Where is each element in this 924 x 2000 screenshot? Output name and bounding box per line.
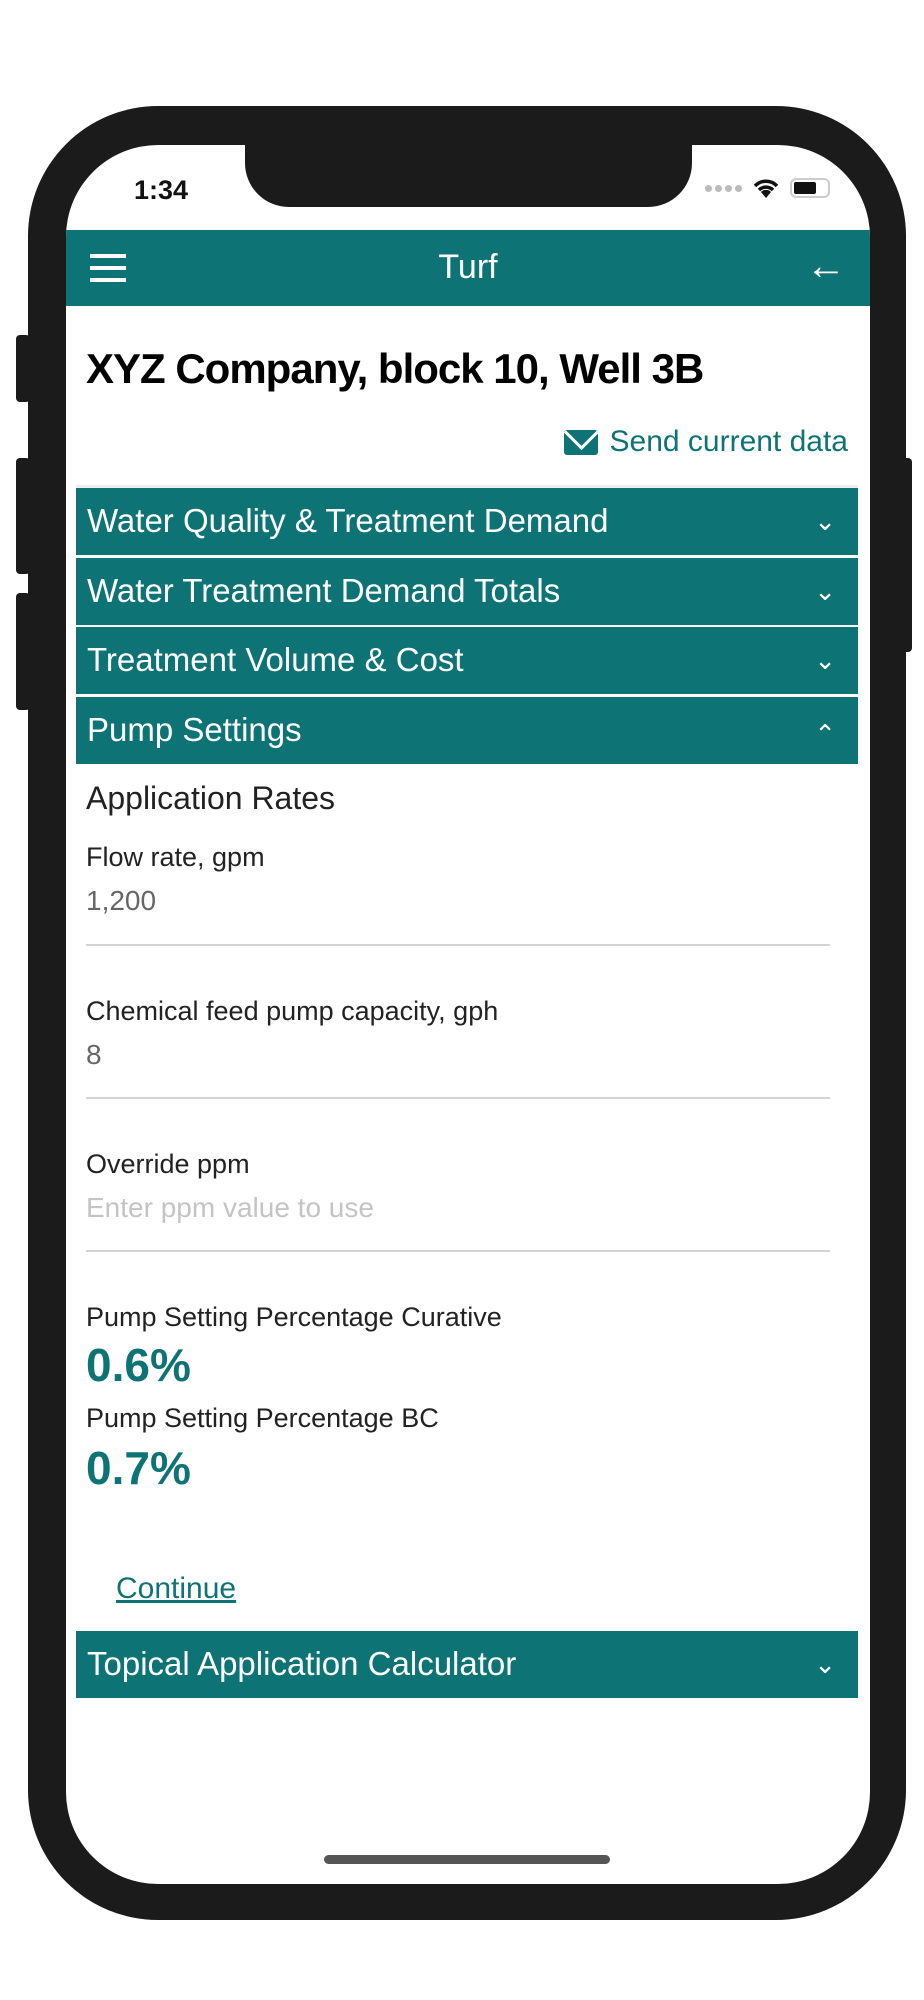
section-volume-cost[interactable]: Treatment Volume & Cost ⌄: [76, 627, 858, 694]
page-title: XYZ Company, block 10, Well 3B: [86, 345, 704, 392]
bc-value: 0.7%: [86, 1442, 191, 1494]
notch: [245, 145, 692, 207]
curative-value: 0.6%: [86, 1339, 191, 1391]
override-ppm-input[interactable]: Enter ppm value to use: [86, 1192, 374, 1223]
input-underline: [86, 1250, 830, 1252]
curative-label: Pump Setting Percentage Curative: [86, 1302, 502, 1332]
chevron-up-icon: ⌃: [814, 719, 836, 749]
input-underline: [86, 1097, 830, 1099]
chevron-down-icon: ⌄: [814, 1649, 836, 1679]
flow-rate-input[interactable]: 1,200: [86, 885, 157, 916]
override-ppm-label: Override ppm: [86, 1149, 250, 1179]
hamburger-icon[interactable]: [90, 254, 126, 290]
chevron-down-icon: ⌄: [814, 506, 836, 536]
volume-down-button: [16, 593, 30, 710]
divider: [76, 485, 858, 488]
envelope-icon: [563, 429, 598, 455]
send-current-data-link[interactable]: Send current data: [563, 425, 849, 459]
chevron-down-icon: ⌄: [814, 645, 836, 675]
status-icons: [705, 177, 830, 199]
header-title: Turf: [438, 248, 498, 286]
input-underline: [86, 944, 830, 946]
pump-capacity-input[interactable]: 8: [86, 1039, 102, 1070]
phone-frame: 1:34 Turf ← XYZ Company, block 10, Well …: [28, 106, 906, 1920]
home-indicator[interactable]: [324, 1855, 610, 1864]
volume-up-button: [16, 458, 30, 574]
screen: 1:34 Turf ← XYZ Company, block 10, Well …: [66, 145, 870, 1884]
arrow-left-icon[interactable]: ←: [806, 244, 846, 288]
section-label: Pump Settings: [87, 711, 302, 748]
pump-capacity-label: Chemical feed pump capacity, gph: [86, 996, 499, 1026]
signal-icon: [705, 184, 742, 192]
section-demand-totals[interactable]: Water Treatment Demand Totals ⌄: [76, 558, 858, 625]
section-water-quality[interactable]: Water Quality & Treatment Demand ⌄: [76, 488, 858, 555]
application-rates-heading: Application Rates: [86, 780, 336, 816]
flow-rate-label: Flow rate, gpm: [86, 842, 265, 872]
section-label: Topical Application Calculator: [87, 1645, 517, 1682]
chevron-down-icon: ⌄: [814, 576, 836, 606]
section-topical-calculator[interactable]: Topical Application Calculator ⌄: [76, 1631, 858, 1698]
wifi-icon: [753, 179, 779, 198]
section-label: Water Quality & Treatment Demand: [87, 502, 609, 539]
app-header: Turf ←: [66, 230, 870, 306]
bc-label: Pump Setting Percentage BC: [86, 1403, 439, 1433]
section-pump-settings[interactable]: Pump Settings ⌃: [76, 697, 858, 764]
continue-link[interactable]: Continue: [116, 1572, 237, 1605]
battery-icon: [790, 178, 830, 198]
section-label: Treatment Volume & Cost: [87, 641, 464, 678]
section-label: Water Treatment Demand Totals: [87, 572, 561, 609]
send-current-data-label: Send current data: [609, 425, 849, 458]
status-time: 1:34: [134, 175, 189, 205]
mute-switch: [16, 335, 30, 402]
